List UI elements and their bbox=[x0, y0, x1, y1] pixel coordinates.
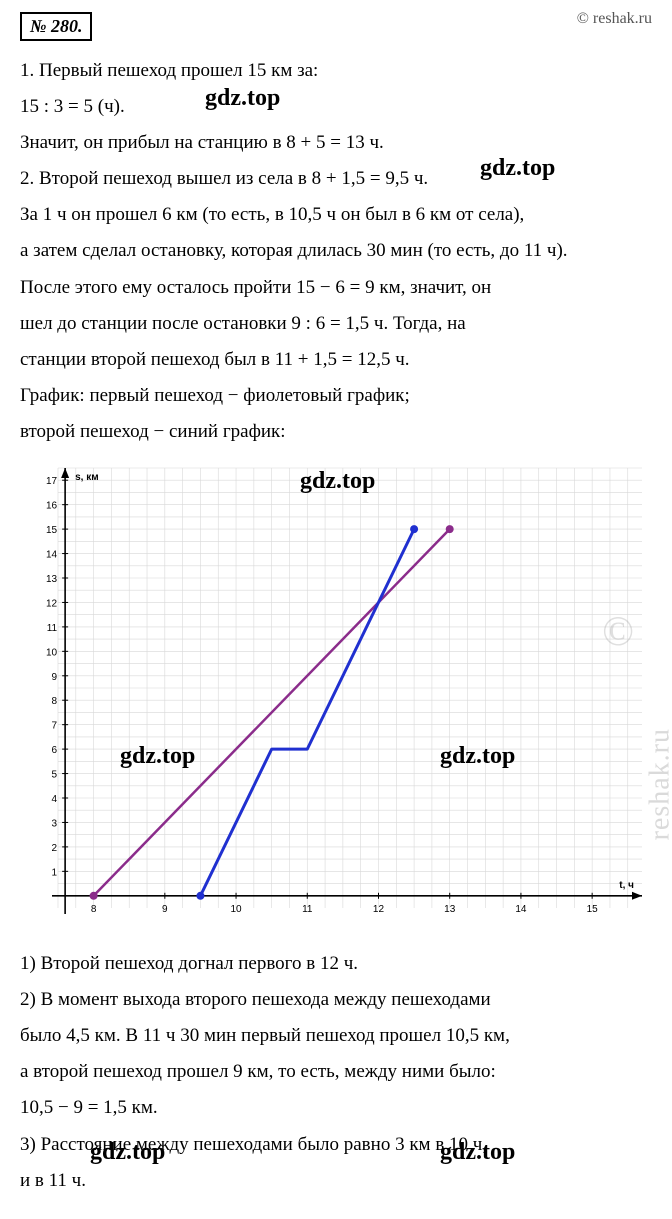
text-a7: и в 11 ч. bbox=[20, 1163, 652, 1199]
text-l11: второй пешеход − синий график: bbox=[20, 414, 652, 450]
text-a1: 1) Второй пешеход догнал первого в 12 ч. bbox=[20, 946, 652, 982]
svg-text:6: 6 bbox=[52, 745, 58, 756]
text-l2: 15 : 3 = 5 (ч). bbox=[20, 89, 652, 125]
svg-text:14: 14 bbox=[515, 904, 527, 915]
svg-text:13: 13 bbox=[46, 574, 58, 585]
text-a6: 3) Расстояние между пешеходами было равн… bbox=[20, 1127, 652, 1163]
credit-text: © reshak.ru bbox=[577, 10, 652, 28]
text-l1: 1. Первый пешеход прошел 15 км за: bbox=[20, 53, 652, 89]
text-l3: Значит, он прибыл на станцию в 8 + 5 = 1… bbox=[20, 125, 652, 161]
svg-text:9: 9 bbox=[162, 904, 168, 915]
svg-text:15: 15 bbox=[587, 904, 599, 915]
text-l8: шел до станции после остановки 9 : 6 = 1… bbox=[20, 306, 652, 342]
text-l9: станции второй пешеход был в 11 + 1,5 = … bbox=[20, 342, 652, 378]
svg-text:10: 10 bbox=[46, 647, 58, 658]
svg-text:4: 4 bbox=[52, 794, 58, 805]
svg-text:t, ч: t, ч bbox=[619, 880, 634, 891]
text-a4: а второй пешеход прошел 9 км, то есть, м… bbox=[20, 1054, 652, 1090]
svg-text:11: 11 bbox=[302, 904, 313, 915]
svg-text:7: 7 bbox=[52, 721, 58, 732]
svg-text:10: 10 bbox=[230, 904, 242, 915]
svg-text:11: 11 bbox=[47, 623, 58, 634]
svg-text:12: 12 bbox=[373, 904, 385, 915]
problem-number-box: № 280. bbox=[20, 12, 92, 41]
svg-text:16: 16 bbox=[46, 501, 58, 512]
text-a3: было 4,5 км. В 11 ч 30 мин первый пешехо… bbox=[20, 1018, 652, 1054]
svg-text:14: 14 bbox=[46, 550, 58, 561]
document-page: № 280. © reshak.ru 1. Первый пешеход про… bbox=[0, 0, 672, 1219]
svg-text:9: 9 bbox=[52, 672, 58, 683]
distance-time-chart: 123456789101112131415161789101112131415s… bbox=[20, 458, 652, 938]
text-l5: За 1 ч он прошел 6 км (то есть, в 10,5 ч… bbox=[20, 197, 652, 233]
svg-text:s, км: s, км bbox=[75, 472, 99, 483]
svg-text:5: 5 bbox=[52, 770, 58, 781]
svg-text:17: 17 bbox=[46, 476, 58, 487]
svg-text:15: 15 bbox=[46, 525, 58, 536]
svg-text:13: 13 bbox=[444, 904, 456, 915]
text-l4: 2. Второй пешеход вышел из села в 8 + 1,… bbox=[20, 161, 652, 197]
svg-text:3: 3 bbox=[52, 818, 58, 829]
problem-number-text: № 280. bbox=[30, 16, 82, 36]
svg-text:8: 8 bbox=[52, 696, 58, 707]
text-l7: После этого ему осталось пройти 15 − 6 =… bbox=[20, 270, 652, 306]
text-a5: 10,5 − 9 = 1,5 км. bbox=[20, 1090, 652, 1126]
svg-text:8: 8 bbox=[91, 904, 97, 915]
text-a2: 2) В момент выхода второго пешехода межд… bbox=[20, 982, 652, 1018]
svg-text:2: 2 bbox=[52, 843, 58, 854]
text-l6: а затем сделал остановку, которая длилас… bbox=[20, 233, 652, 269]
chart-svg: 123456789101112131415161789101112131415s… bbox=[20, 458, 652, 938]
svg-text:12: 12 bbox=[46, 598, 58, 609]
text-l10: График: первый пешеход − фиолетовый граф… bbox=[20, 378, 652, 414]
svg-text:1: 1 bbox=[52, 867, 58, 878]
